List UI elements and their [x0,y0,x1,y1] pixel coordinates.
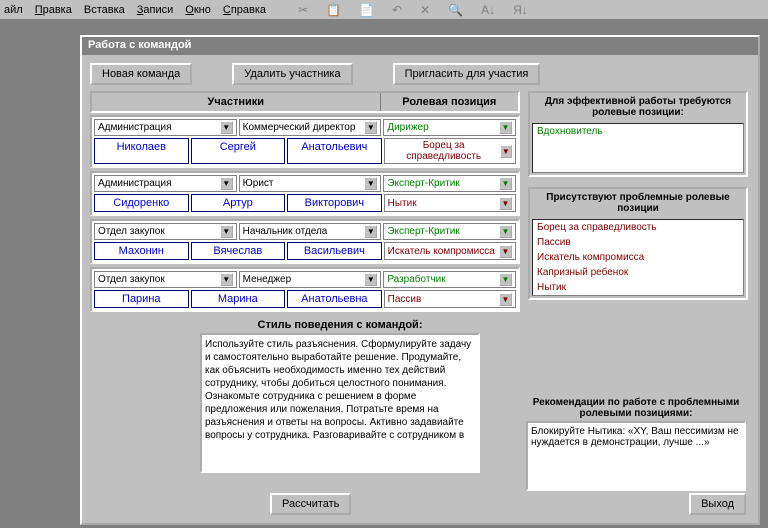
dept-combo[interactable]: Отдел закупок▼ [94,271,237,288]
firstname-cell[interactable]: Сергей [191,138,286,164]
patronymic-cell[interactable]: Анатольевич [287,138,382,164]
participant-block: Администрация▼Коммерческий директор▼Дири… [90,115,520,168]
patronymic-cell[interactable]: Викторович [287,194,382,212]
exit-button[interactable]: Выход [689,493,746,515]
problem-list[interactable]: Борец за справедливостьПассивИскатель ко… [532,219,744,296]
remove-participant-button[interactable]: Удалить участника [232,63,352,85]
dept-combo[interactable]: Администрация▼ [94,119,237,136]
participant-block: Администрация▼Юрист▼Эксперт-Критик▼ Сидор… [90,171,520,216]
find-icon[interactable]: 🔍 [448,3,463,17]
menu-edit[interactable]: Правка [35,4,72,16]
menu-window[interactable]: Окно [185,4,211,16]
chevron-down-icon[interactable]: ▼ [220,121,233,134]
chevron-down-icon[interactable]: ▼ [364,225,377,238]
problem-item[interactable]: Борец за справедливость [533,220,743,235]
patronymic-cell[interactable]: Анатольевна [287,290,382,308]
chevron-down-icon[interactable]: ▼ [220,225,233,238]
toolbar-icons: ✂ 📋 📄 ↶ ✕ 🔍 А↓ Я↓ [298,3,540,17]
header-role: Ролевая позиция [381,93,518,111]
role2-combo[interactable]: Нытик▼ [384,194,516,212]
chevron-down-icon[interactable]: ▼ [364,177,377,190]
problem-label: Присутствуют проблемные ролевые позиции [530,189,746,217]
role2-combo[interactable]: Борец за справедливость▼ [384,138,516,164]
role1-combo[interactable]: Разработчик▼ [383,271,516,288]
problem-roles-box: Присутствуют проблемные ролевые позиции … [528,187,748,300]
style-textarea[interactable]: Используйте стиль разъяснения. Сформулир… [200,333,480,473]
participant-block: Отдел закупок▼Менеджер▼Разработчик▼ Парин… [90,267,520,312]
menu-insert[interactable]: Вставка [84,4,125,16]
firstname-cell[interactable]: Марина [191,290,286,308]
surname-cell[interactable]: Махонин [94,242,189,260]
menubar: айл Правка Вставка Записи Окно Справка ✂… [0,0,768,20]
menu-file[interactable]: айл [4,4,23,16]
sort-asc-icon[interactable]: А↓ [481,3,495,17]
position-combo[interactable]: Начальник отдела▼ [239,223,382,240]
chevron-down-icon[interactable]: ▼ [499,225,512,238]
problem-item[interactable]: Искатель компромисса [533,250,743,265]
copy-icon[interactable]: 📋 [326,3,341,17]
chevron-down-icon[interactable]: ▼ [220,177,233,190]
menu-help[interactable]: Справка [223,4,266,16]
position-combo[interactable]: Юрист▼ [239,175,382,192]
chevron-down-icon[interactable]: ▼ [499,121,512,134]
undo-icon[interactable]: ↶ [392,3,402,17]
chevron-down-icon[interactable]: ▼ [499,177,512,190]
window-titlebar: Работа с командой [82,37,758,55]
style-label: Стиль поведения с командой: [200,319,480,331]
dept-combo[interactable]: Администрация▼ [94,175,237,192]
chevron-down-icon[interactable]: ▼ [499,293,512,306]
effective-roles-box: Для эффективной работы требуются ролевые… [528,91,748,177]
chevron-down-icon[interactable]: ▼ [500,145,512,158]
position-combo[interactable]: Коммерческий директор▼ [239,119,382,136]
effective-item[interactable]: Вдохновитель [533,124,743,139]
chevron-down-icon[interactable]: ▼ [499,245,512,258]
chevron-down-icon[interactable]: ▼ [220,273,233,286]
role2-combo[interactable]: Пассив▼ [384,290,516,308]
team-window: Работа с командой Новая команда Удалить … [80,35,760,525]
rec-label: Рекомендации по работе с проблемными рол… [526,397,746,419]
surname-cell[interactable]: Сидоренко [94,194,189,212]
paste-icon[interactable]: 📄 [359,3,374,17]
chevron-down-icon[interactable]: ▼ [499,273,512,286]
role1-combo[interactable]: Эксперт-Критик▼ [383,223,516,240]
effective-label: Для эффективной работы требуются ролевые… [530,93,746,121]
cut-icon[interactable]: ✂ [298,3,308,17]
surname-cell[interactable]: Парина [94,290,189,308]
menu-records[interactable]: Записи [137,4,174,16]
firstname-cell[interactable]: Вячеслав [191,242,286,260]
delete-icon[interactable]: ✕ [420,3,430,17]
sort-desc-icon[interactable]: Я↓ [513,3,528,17]
new-team-button[interactable]: Новая команда [90,63,192,85]
calculate-button[interactable]: Рассчитать [270,493,351,515]
chevron-down-icon[interactable]: ▼ [499,197,512,210]
position-combo[interactable]: Менеджер▼ [239,271,382,288]
firstname-cell[interactable]: Артур [191,194,286,212]
invite-button[interactable]: Пригласить для участия [393,63,541,85]
header-participants: Участники [92,93,381,111]
role1-combo[interactable]: Дирижер▼ [383,119,516,136]
surname-cell[interactable]: Николаев [94,138,189,164]
chevron-down-icon[interactable]: ▼ [364,121,377,134]
role1-combo[interactable]: Эксперт-Критик▼ [383,175,516,192]
dept-combo[interactable]: Отдел закупок▼ [94,223,237,240]
problem-item[interactable]: Капризный ребенок [533,265,743,280]
column-headers: Участники Ролевая позиция [90,91,520,113]
problem-item[interactable]: Пассив [533,235,743,250]
role2-combo[interactable]: Искатель компромисса▼ [384,242,516,260]
problem-item[interactable]: Нытик [533,280,743,295]
effective-list[interactable]: Вдохновитель [532,123,744,173]
rec-textarea[interactable]: Блокируйте Нытика: «XY, Ваш пессимизм не… [526,421,746,491]
chevron-down-icon[interactable]: ▼ [364,273,377,286]
participant-block: Отдел закупок▼Начальник отдела▼Эксперт-К… [90,219,520,264]
patronymic-cell[interactable]: Васильевич [287,242,382,260]
